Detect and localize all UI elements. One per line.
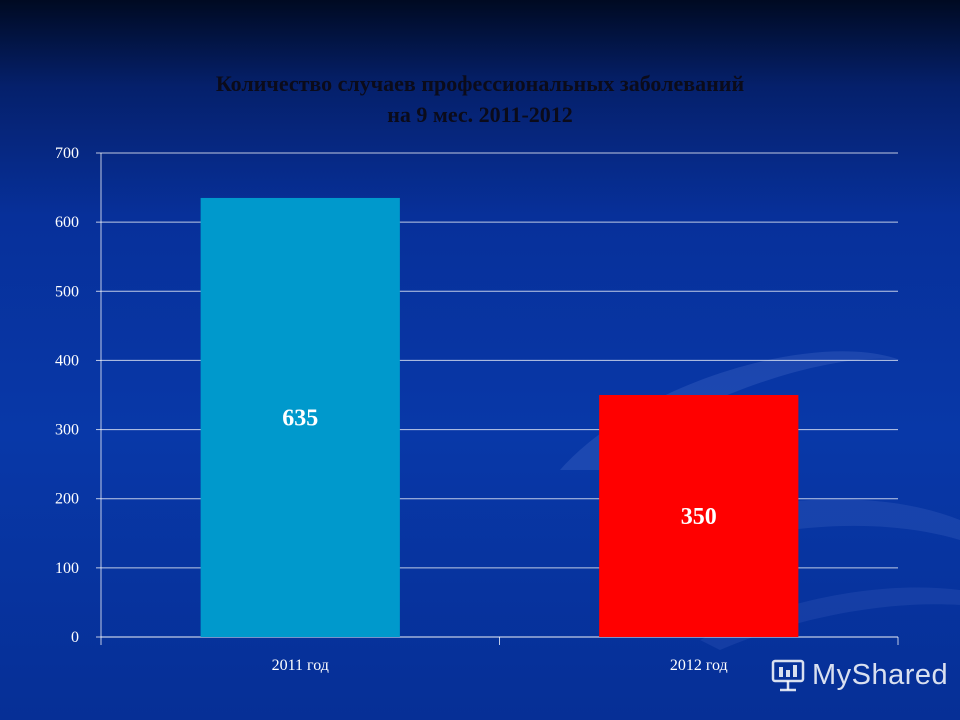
- x-tick-label: 2012 год: [670, 657, 728, 674]
- watermark-text: MyShared: [812, 658, 949, 691]
- y-tick-label: 300: [55, 422, 79, 439]
- bar-1: [200, 197, 400, 637]
- y-tick-label: 200: [55, 491, 79, 508]
- bar-value-label: 635: [282, 405, 318, 431]
- chart-title-line-2: на 9 мес. 2011-2012: [387, 102, 573, 127]
- y-tick-label: 500: [55, 283, 79, 300]
- y-tick-label: 700: [55, 145, 79, 162]
- chart-title-line-1: Количество случаев профессиональных забо…: [215, 71, 745, 96]
- mysharedwatermark: MyShared: [770, 652, 948, 698]
- y-tick-label: 600: [55, 214, 79, 231]
- presentation-board-icon: [771, 659, 805, 692]
- bar-value-label: 350: [681, 504, 717, 530]
- x-tick-label: 2011 год: [272, 657, 329, 674]
- y-tick-label: 400: [55, 352, 79, 369]
- bar-2: [599, 395, 799, 637]
- y-tick-label: 0: [71, 629, 79, 646]
- y-tick-label: 100: [55, 560, 79, 577]
